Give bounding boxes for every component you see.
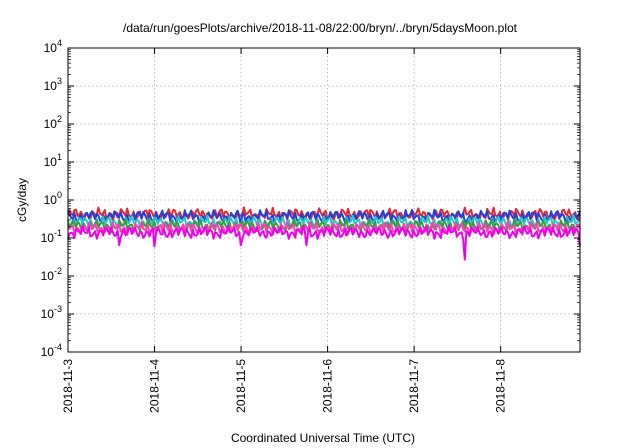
series-line	[67, 206, 581, 223]
y-axis-ticks: 10-4 10-3 10-2 10-1 100 101 102 103 104	[41, 38, 580, 359]
y-tick-label: 103	[44, 76, 62, 93]
y-tick-label: 104	[44, 38, 62, 55]
y-tick-label: 10-2	[41, 266, 62, 283]
series-line	[67, 214, 581, 231]
series-line	[67, 217, 581, 234]
x-axis-ticks: 2018-11-3 2018-11-4 2018-11-5 2018-11-6 2018…	[61, 48, 508, 413]
x-tick-label: 2018-11-6	[321, 359, 335, 413]
y-tick-label: 101	[44, 152, 62, 169]
grid	[68, 48, 580, 352]
x-tick-label: 2018-11-5	[234, 359, 248, 413]
series-line	[67, 224, 581, 261]
x-tick-label: 2018-11-8	[494, 359, 508, 413]
y-tick-label: 10-3	[41, 304, 62, 321]
y-axis-label: cGy/day	[15, 178, 29, 222]
x-tick-label: 2018-11-3	[61, 359, 75, 413]
x-tick-label: 2018-11-7	[407, 359, 421, 413]
y-tick-label: 100	[44, 190, 62, 207]
y-tick-label: 10-4	[41, 342, 62, 359]
x-tick-label: 2018-11-4	[148, 359, 162, 413]
chart-title: /data/run/goesPlots/archive/2018-11-08/2…	[123, 21, 518, 35]
y-tick-label: 102	[44, 114, 62, 131]
y-tick-label: 10-1	[41, 228, 62, 245]
x-axis-label: Coordinated Universal Time (UTC)	[231, 431, 415, 445]
series-layer	[67, 206, 581, 261]
